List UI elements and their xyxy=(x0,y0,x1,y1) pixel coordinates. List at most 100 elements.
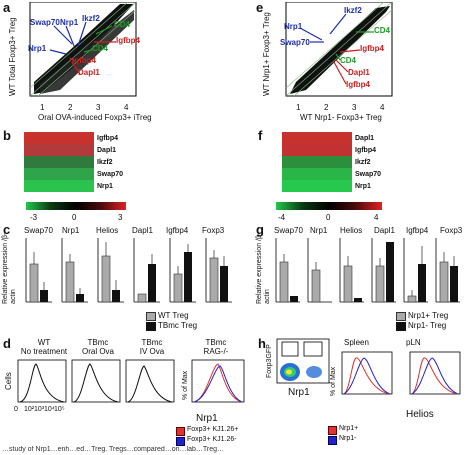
group-label: Foxp3 xyxy=(440,226,463,235)
panel-a-tick-2: 2 xyxy=(68,103,73,112)
heat-row: Ikzf2 xyxy=(282,156,381,168)
heat-cell xyxy=(24,156,94,168)
panel-h-spleen-label: Spleen xyxy=(344,338,369,347)
bar-nrp1-pos xyxy=(439,261,449,303)
label-nrp1: Nrp1 xyxy=(28,44,47,53)
group-label: Nrp1 xyxy=(62,226,80,235)
heat-row: Igfbp4 xyxy=(24,132,123,144)
legend-swatch-nrp1-neg xyxy=(328,436,337,445)
hist-title-wt: WT No treatment xyxy=(14,338,74,356)
gene-label: Nrp1 xyxy=(355,182,371,190)
panel-e-tick-2: 2 xyxy=(324,103,329,112)
bar-nrp1-pos xyxy=(279,261,289,303)
legend-label-kj-neg: Foxp3+ KJ1.26- xyxy=(187,436,237,443)
panel-b-scale-max: 3 xyxy=(118,213,123,222)
panel-c-bars xyxy=(25,238,232,303)
heat-row: Swap70 xyxy=(24,168,123,180)
gene-label: Dapl1 xyxy=(355,134,375,142)
gene-label: Ikzf2 xyxy=(355,158,371,166)
axis-tick: 10³ xyxy=(34,406,45,413)
caption-fragment: …study of Nrp1…enh…ed…Treg. Tregs…compar… xyxy=(2,446,225,453)
label-ikzf2: Ikzf2 xyxy=(82,14,100,23)
panel-b-scale-min: -3 xyxy=(30,213,38,222)
hist-title-line2: No treatment xyxy=(20,347,68,356)
panel-e-letter: e xyxy=(256,0,264,15)
gene-label: Nrp1 xyxy=(97,182,113,190)
panel-c-letter: c xyxy=(3,222,11,237)
panel-e-scatter xyxy=(285,2,393,97)
gene-label: Dapl1 xyxy=(97,146,117,154)
legend-swatch-kj-pos xyxy=(176,427,185,436)
label-swap70: Swap70 xyxy=(280,38,310,47)
panel-b-scale-mid: 0 xyxy=(72,213,77,222)
heat-cell xyxy=(282,156,352,168)
bar-tbmc xyxy=(76,294,84,302)
panel-d-histograms xyxy=(17,359,245,403)
legend-label-tbmc: TBmc Treg xyxy=(158,321,198,330)
legend-label-nrp1-neg: Nrp1- Treg xyxy=(408,321,447,330)
group-label: Helios xyxy=(340,226,363,235)
bar-nrp1-pos xyxy=(375,265,385,303)
panel-g-bars xyxy=(275,238,460,303)
axis-tick: 10⁵ xyxy=(54,406,65,413)
bar-tbmc xyxy=(184,252,192,302)
panel-f-scale-min: -4 xyxy=(278,213,286,222)
hist-title-line2: Oral Ova xyxy=(81,347,114,356)
bar-wt xyxy=(137,293,147,303)
label-nrp1: Nrp1 xyxy=(60,18,79,27)
gene-label: Ikzf2 xyxy=(97,158,113,166)
legend-swatch-wt xyxy=(146,312,156,321)
panel-h-histograms xyxy=(341,351,461,395)
panel-h-helios-label: Helios xyxy=(406,409,434,420)
heat-row: Dapl1 xyxy=(282,132,381,144)
axis-tick: 10² xyxy=(24,406,35,413)
heat-row: Ikzf2 xyxy=(24,156,123,168)
panel-f-colorbar xyxy=(276,202,382,210)
panel-f-scale-mid: 0 xyxy=(326,213,331,222)
hist-title-line1: TBmc xyxy=(87,338,109,347)
group-label: Nrp1 xyxy=(310,226,328,235)
heat-row: Igfbp4 xyxy=(282,144,381,156)
gene-label: Swap70 xyxy=(97,170,124,178)
legend-swatch-tbmc xyxy=(146,322,156,331)
legend-label-nrp1-pos: Nrp1+ Treg xyxy=(408,311,449,320)
hist-title-line1: WT xyxy=(37,338,51,347)
heat-cell xyxy=(24,144,94,156)
bar-wt xyxy=(173,273,183,303)
label-cd4: CD4 xyxy=(374,26,391,35)
panel-a-letter: a xyxy=(3,0,11,15)
panel-b-colorbar xyxy=(26,202,126,210)
hist-title-oral: TBmc Oral Ova xyxy=(68,338,128,356)
legend-label-wt: WT Treg xyxy=(158,311,189,320)
bar-tbmc xyxy=(40,290,48,302)
heat-row: Swap70 xyxy=(282,168,381,180)
panel-h-dotplot xyxy=(276,338,330,384)
legend-label-kj-pos: Foxp3+ KJ1.26+ xyxy=(187,426,239,433)
heat-row: Nrp1 xyxy=(282,180,381,192)
bar-nrp1-neg xyxy=(354,298,362,302)
label-igfbp4: Igfbp4 xyxy=(116,36,140,45)
bar-nrp1-neg xyxy=(418,264,426,302)
panel-d-axis-ticks: 0 10² 10³ 10⁴ 10⁵ xyxy=(14,406,264,414)
panel-h-foxp3-label: Foxp3GFP xyxy=(266,344,273,378)
panel-a-xlabel: Oral OVA-induced Foxp3+ iTreg xyxy=(38,113,152,122)
bar-nrp1-pos xyxy=(311,269,321,303)
bar-nrp1-neg xyxy=(290,296,298,302)
heat-cell xyxy=(282,132,352,144)
bar-wt xyxy=(65,261,75,303)
group-label: Helios xyxy=(96,226,119,235)
bar-wt xyxy=(101,255,111,303)
panel-f-scale-max: 4 xyxy=(374,213,379,222)
panel-d-letter: d xyxy=(3,336,11,351)
hist-title-line1: TBmc xyxy=(141,338,163,347)
hist-title-line2: IV Ova xyxy=(139,347,165,356)
label-igfbp4: Igfbp4 xyxy=(346,80,370,89)
label-cd4: CD4 xyxy=(114,20,131,29)
panel-h-pct-label: % of Max xyxy=(330,366,337,396)
panel-a-tick-1: 1 xyxy=(40,103,45,112)
heat-cell xyxy=(282,180,352,192)
gene-label: Igfbp4 xyxy=(97,134,118,142)
panel-f-letter: f xyxy=(258,128,263,143)
hist-title-line2: RAG-/- xyxy=(203,347,229,356)
gene-label: Swap70 xyxy=(355,170,382,178)
